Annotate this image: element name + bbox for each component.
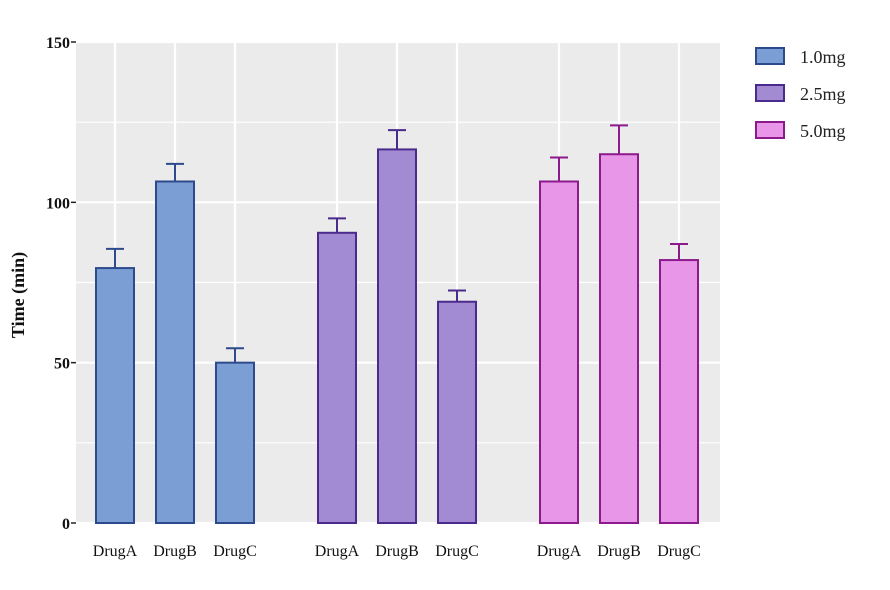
x-tick-label: DrugA — [315, 543, 360, 560]
legend-label: 1.0mg — [800, 47, 846, 67]
bar-2.5mg-DrugC — [437, 300, 477, 524]
y-tick-label: 100 — [46, 195, 70, 212]
bar-1.0mg-DrugC — [215, 361, 255, 524]
legend-label: 5.0mg — [800, 121, 846, 141]
legend: 1.0mg 2.5mg 5.0mg — [755, 47, 846, 141]
bar-5.0mg-DrugB — [599, 153, 639, 524]
x-tick-label: DrugB — [375, 543, 419, 560]
x-tick-label: DrugB — [597, 543, 641, 560]
legend-label: 2.5mg — [800, 84, 846, 104]
bar-2.5mg-DrugA — [317, 231, 357, 524]
legend-swatch — [755, 121, 785, 139]
watermark-text: 知乎 @BioMan — [700, 541, 840, 565]
x-tick-label: DrugC — [657, 543, 701, 560]
bar-1.0mg-DrugA — [95, 267, 135, 524]
bars-layer — [95, 148, 699, 525]
y-tick-label: 150 — [46, 35, 70, 52]
x-tick-label: DrugB — [153, 543, 197, 560]
x-axis: DrugA DrugB DrugC DrugA DrugB DrugC DrugA DrugB… — [93, 543, 701, 560]
bar-5.0mg-DrugC — [659, 259, 699, 524]
error-bars-layer — [106, 124, 688, 363]
y-axis-title: Time (min) — [8, 252, 29, 338]
bar-5.0mg-DrugA — [539, 180, 579, 525]
x-tick-label: DrugC — [435, 543, 479, 560]
legend-swatch — [755, 84, 785, 102]
bar-1.0mg-DrugB — [155, 180, 195, 525]
x-tick-label: DrugA — [537, 543, 582, 560]
x-tick-label: DrugA — [93, 543, 138, 560]
y-axis: 0 50 100 150 — [46, 35, 76, 533]
y-tick-label: 50 — [54, 356, 70, 373]
legend-swatch — [755, 47, 785, 65]
bar-2.5mg-DrugB — [377, 148, 417, 524]
x-tick-label: DrugC — [213, 543, 257, 560]
y-tick-label: 0 — [62, 516, 70, 533]
